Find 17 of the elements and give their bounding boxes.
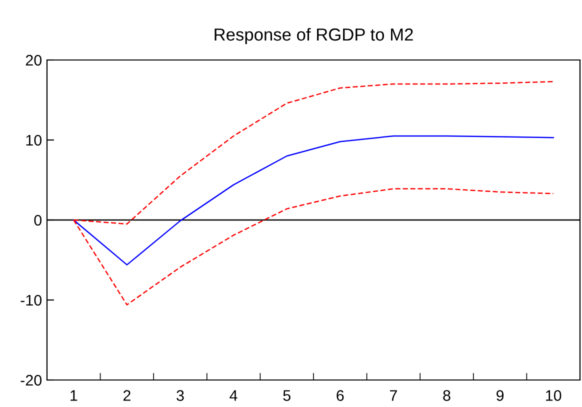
x-tick-label: 6 — [336, 390, 344, 401]
x-tick-label: 7 — [390, 390, 397, 401]
x-tick-label: 3 — [176, 390, 184, 401]
x-tick-label: 8 — [443, 390, 450, 401]
x-tick-label: 2 — [123, 390, 130, 401]
x-tick-label: 4 — [230, 390, 238, 401]
y-tick-label: 10 — [26, 134, 42, 146]
y-tick-label: -10 — [20, 294, 42, 306]
y-tick-label: 20 — [26, 54, 42, 66]
line-series — [73, 135, 554, 266]
x-tick-label: 5 — [283, 390, 290, 401]
x-tick-label: 9 — [496, 390, 504, 401]
y-tick-label: -20 — [20, 374, 42, 386]
y-tick-label: 0 — [34, 214, 42, 226]
x-tick-label: 1 — [70, 390, 78, 401]
x-tick-label: 10 — [546, 390, 562, 401]
chart-title: Response of RGDP to M2 — [214, 28, 413, 44]
